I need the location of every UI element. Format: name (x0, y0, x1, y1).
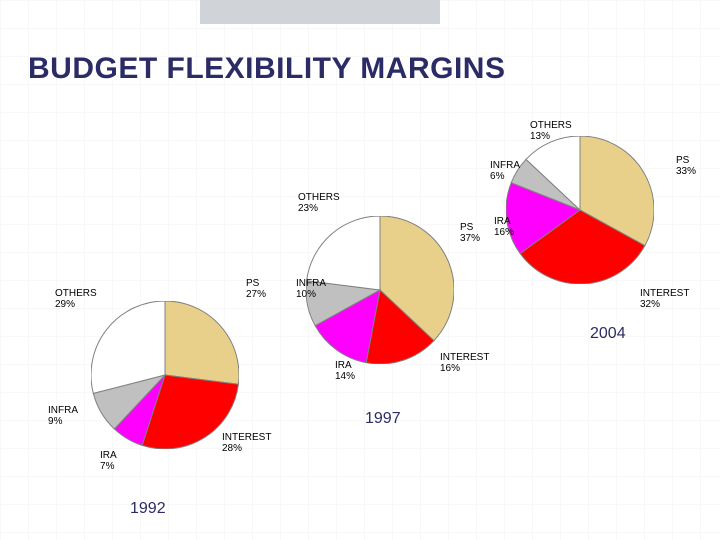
label-text: PS (460, 222, 473, 233)
pie-chart-2004 (506, 136, 654, 284)
slice-label-2004-interest: INTEREST 32% (640, 288, 689, 310)
top-bar-accent (200, 0, 440, 24)
label-pct: 23% (298, 203, 318, 214)
label-pct: 13% (530, 131, 550, 142)
slice-label-1997-interest: INTEREST 16% (440, 352, 489, 374)
pie-chart-1997 (306, 216, 454, 364)
slice-label-1992-infra: INFRA 9% (48, 405, 78, 427)
label-pct: 37% (460, 233, 480, 244)
label-text: OTHERS (55, 288, 97, 299)
slice-label-1992-ps: PS 27% (246, 278, 266, 300)
label-text: PS (676, 155, 689, 166)
label-pct: 6% (490, 171, 504, 182)
label-text: IRA (100, 450, 117, 461)
label-text: IRA (335, 360, 352, 371)
label-text: OTHERS (530, 120, 572, 131)
pie-chart-1992 (91, 301, 239, 449)
label-text: INFRA (296, 278, 326, 289)
label-pct: 29% (55, 299, 75, 310)
label-text: OTHERS (298, 192, 340, 203)
label-pct: 32% (640, 299, 660, 310)
slice-label-2004-infra: INFRA 6% (490, 160, 520, 182)
label-text: INTEREST (640, 288, 689, 299)
label-text: PS (246, 278, 259, 289)
slice-label-1992-others: OTHERS 29% (55, 288, 97, 310)
label-pct: 14% (335, 371, 355, 382)
label-pct: 16% (440, 363, 460, 374)
year-label-2004: 2004 (590, 325, 626, 343)
slice-label-1997-ira: IRA 14% (335, 360, 355, 382)
year-label-1992: 1992 (130, 500, 166, 518)
label-text: INFRA (490, 160, 520, 171)
slice-label-2004-others: OTHERS 13% (530, 120, 572, 142)
label-text: INTEREST (222, 432, 271, 443)
slice-label-1992-ira: IRA 7% (100, 450, 117, 472)
slice-label-1997-ps: PS 37% (460, 222, 480, 244)
label-pct: 16% (494, 227, 514, 238)
year-label-1997: 1997 (365, 410, 401, 428)
label-pct: 28% (222, 443, 242, 454)
label-pct: 7% (100, 461, 114, 472)
slice-label-1997-infra: INFRA 10% (296, 278, 326, 300)
label-pct: 33% (676, 166, 696, 177)
label-text: INTEREST (440, 352, 489, 363)
label-pct: 27% (246, 289, 266, 300)
slice-label-1992-interest: INTEREST 28% (222, 432, 271, 454)
label-pct: 10% (296, 289, 316, 300)
page-title: BUDGET FLEXIBILITY MARGINS (28, 52, 505, 86)
slice-label-1997-others: OTHERS 23% (298, 192, 340, 214)
label-pct: 9% (48, 416, 62, 427)
label-text: IRA (494, 216, 511, 227)
slice-label-2004-ps: PS 33% (676, 155, 696, 177)
label-text: INFRA (48, 405, 78, 416)
slice-label-2004-ira: IRA 16% (494, 216, 514, 238)
